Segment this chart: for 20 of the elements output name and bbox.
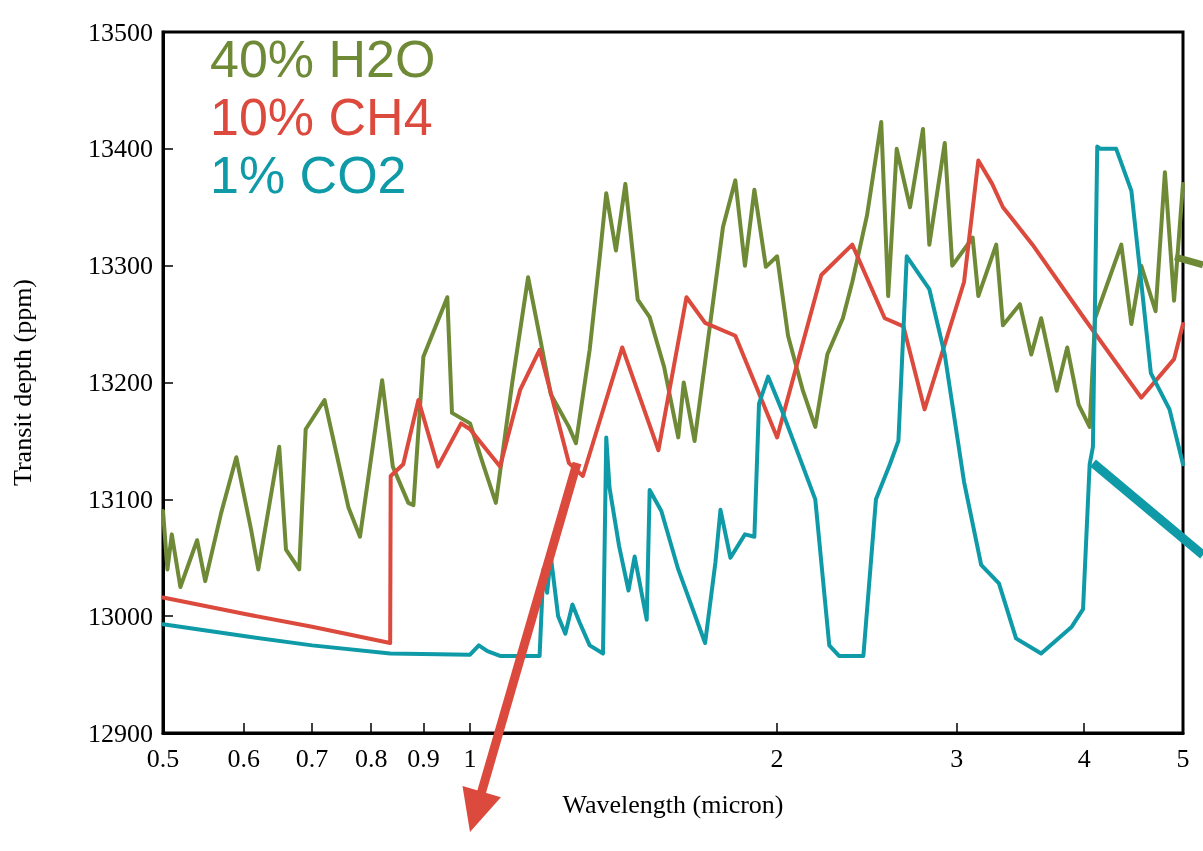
text: 10% CH4 xyxy=(210,88,433,146)
y-axis-title: Transit depth (ppm) xyxy=(7,278,37,487)
x-tick-label: 2 xyxy=(770,743,784,773)
y-tick-label: 13000 xyxy=(88,601,153,631)
x-tick-label: 0.8 xyxy=(354,743,388,773)
x-tick-label: 0.6 xyxy=(227,743,261,773)
y-tick-label: 13100 xyxy=(88,484,153,514)
text: 1% CO2 xyxy=(210,146,407,204)
x-tick-label: 3 xyxy=(950,743,964,773)
x-tick-label: 5 xyxy=(1176,743,1190,773)
x-axis-title: Wavelength (micron) xyxy=(562,789,784,819)
y-tick-label: 13200 xyxy=(88,368,153,397)
x-tick-label: 0.7 xyxy=(295,743,329,773)
text: 40% H2O xyxy=(210,30,436,88)
y-tick-label: 13300 xyxy=(88,251,153,281)
x-tick-label: 0.9 xyxy=(407,743,440,773)
x-tick-label: 1 xyxy=(463,743,477,773)
y-tick-label: 13400 xyxy=(88,134,153,164)
x-tick-label: 4 xyxy=(1077,743,1091,773)
y-tick-label: 13500 xyxy=(88,17,153,47)
